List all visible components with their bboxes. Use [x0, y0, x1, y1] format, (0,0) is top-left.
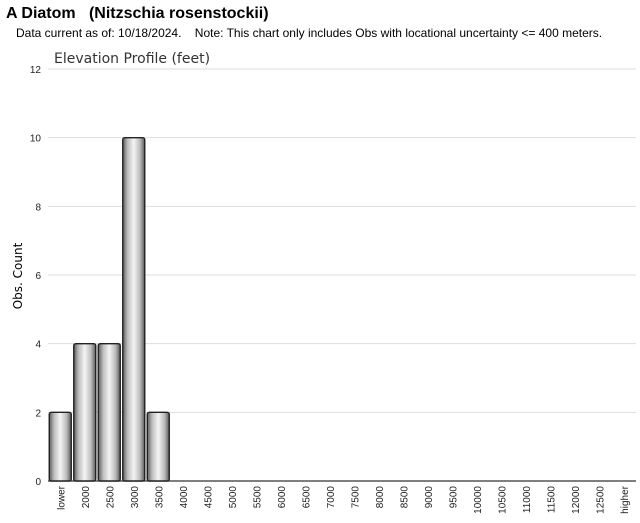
y-tick-label: 4 — [35, 340, 41, 351]
x-tick-label: 3500 — [154, 486, 165, 509]
bars — [48, 136, 170, 482]
page-title: A Diatom (Nitzschia rosenstockii) — [6, 5, 269, 22]
x-tick-label: 2500 — [105, 486, 116, 509]
y-tick-label: 10 — [30, 134, 42, 145]
y-tick-label: 2 — [35, 408, 41, 419]
x-tick-label: 7500 — [350, 486, 361, 509]
x-tick-label: 11000 — [522, 486, 533, 514]
x-tick-label: 10000 — [473, 486, 484, 514]
bar-2500[interactable] — [97, 342, 121, 482]
x-tick-label: 12500 — [595, 486, 606, 514]
bar-3000[interactable] — [122, 136, 146, 482]
x-tick-label: 4000 — [179, 486, 190, 509]
x-tick-label: 7000 — [326, 486, 337, 509]
page-subtitle: Data current as of: 10/18/2024. Note: Th… — [16, 26, 603, 40]
x-tick-label: 4500 — [203, 486, 214, 509]
y-tick-label: 8 — [35, 202, 41, 213]
x-tick-label: 5000 — [228, 486, 239, 509]
x-tick-label: 9000 — [424, 486, 435, 509]
y-tick-label: 0 — [35, 477, 41, 488]
x-tick-label: lower — [56, 485, 67, 510]
y-tick-label: 6 — [35, 271, 41, 282]
x-tick-label: 8500 — [399, 486, 410, 509]
gridlines — [48, 68, 636, 482]
y-tick-label: 12 — [30, 65, 42, 76]
y-axis-label: Obs. Count — [11, 242, 25, 309]
bar-3500[interactable] — [146, 411, 170, 482]
chart-title: Elevation Profile (feet) — [54, 51, 210, 67]
bar-2000[interactable] — [73, 342, 97, 482]
bar-lower[interactable] — [48, 411, 72, 482]
x-axis-ticks: lower 2000 2500 3000 3500 4000 4500 5000 5500 600… — [56, 485, 631, 513]
x-tick-label: 6000 — [277, 486, 288, 509]
x-tick-label: 11500 — [546, 486, 557, 514]
x-tick-label: 3000 — [130, 486, 141, 509]
x-tick-label: 6500 — [301, 486, 312, 509]
x-tick-label: 10500 — [497, 486, 508, 514]
y-axis-ticks: 0 2 4 6 8 10 12 — [30, 65, 42, 488]
x-tick-label: 12000 — [571, 486, 582, 514]
x-tick-label: 8000 — [375, 486, 386, 509]
x-tick-label: higher — [620, 485, 631, 513]
x-tick-label: 5500 — [252, 486, 263, 509]
x-tick-label: 9500 — [448, 486, 459, 509]
x-tick-label: 2000 — [81, 486, 92, 509]
